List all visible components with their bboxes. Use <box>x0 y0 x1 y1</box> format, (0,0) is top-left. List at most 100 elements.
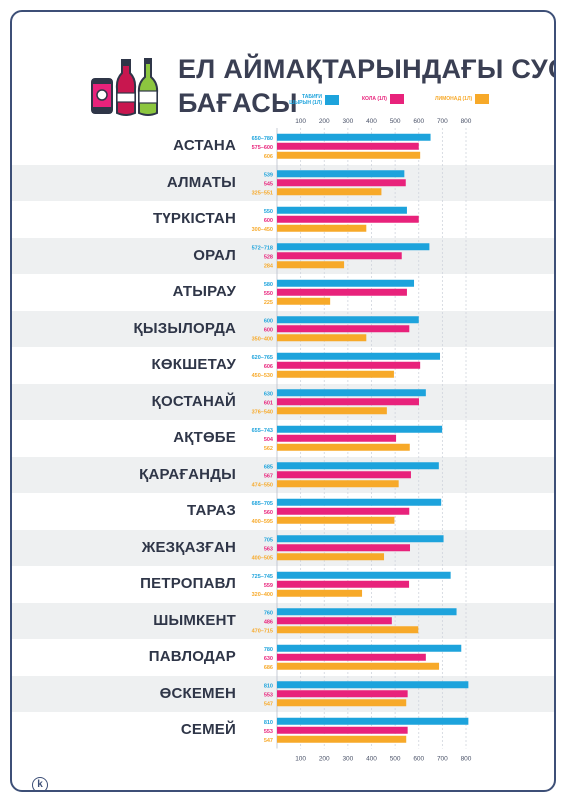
poster-frame: ЕЛ АЙМАҚТАРЫНДАҒЫ СУСЫН БАҒАСЫ ТАБИҒИ ШЫ… <box>10 10 556 792</box>
city-label: ҚОСТАНАЙ <box>151 392 236 410</box>
bar <box>277 243 430 251</box>
bar <box>277 261 345 269</box>
data-label: 547 <box>264 701 273 707</box>
kazakh-k-logo-icon: k <box>32 777 48 790</box>
data-label: 400–505 <box>252 555 273 561</box>
data-label: 562 <box>264 446 273 452</box>
data-label: 575–600 <box>252 145 273 151</box>
bar <box>277 608 457 616</box>
city-label: ТҮРКІСТАН <box>153 210 236 228</box>
city-label: КӨКШЕТАУ <box>151 356 236 374</box>
bar <box>277 735 407 743</box>
bar <box>277 617 392 625</box>
data-label: 567 <box>264 473 273 479</box>
data-label: 630 <box>264 391 273 397</box>
data-label: 545 <box>264 181 273 187</box>
data-label: 705 <box>264 537 273 543</box>
bar <box>277 407 387 415</box>
data-label: 685 <box>264 464 273 470</box>
legend-label-juice: ТАБИҒИ ШЫРЫН (1Л) <box>289 94 322 106</box>
data-label: 760 <box>264 610 273 616</box>
bar <box>277 316 419 324</box>
data-label: 547 <box>264 738 273 744</box>
tick-label-bottom: 300 <box>342 756 353 763</box>
data-label: 630 <box>264 656 273 662</box>
tick-label-top: 700 <box>437 118 448 125</box>
tick-label-bottom: 400 <box>366 756 377 763</box>
city-label: ШЫМКЕНТ <box>153 611 236 629</box>
data-label: 725–745 <box>252 574 273 580</box>
bar <box>277 699 407 707</box>
data-label: 559 <box>264 583 273 589</box>
data-label: 600 <box>264 327 273 333</box>
data-label: 600 <box>264 218 273 224</box>
tick-label-bottom: 500 <box>390 756 401 763</box>
tick-label-bottom: 700 <box>437 756 448 763</box>
data-label: 550 <box>264 291 273 297</box>
bar <box>277 151 421 159</box>
cola-bottle-icon <box>115 59 137 116</box>
tick-label-top: 200 <box>319 118 330 125</box>
bar <box>277 471 411 479</box>
bar <box>277 717 469 725</box>
city-label: АЛМАТЫ <box>166 173 236 191</box>
bar <box>277 462 439 470</box>
tick-label-top: 100 <box>295 118 306 125</box>
bar <box>277 553 385 561</box>
bar <box>277 681 469 689</box>
bar <box>277 398 419 406</box>
data-label: 350–400 <box>252 336 273 342</box>
data-label: 601 <box>264 400 273 406</box>
data-label: 560 <box>264 510 273 516</box>
bar <box>277 370 394 378</box>
tick-label-top: 400 <box>366 118 377 125</box>
bar <box>277 288 407 296</box>
data-label: 320–400 <box>252 592 273 598</box>
bar-chart: 100 100 200 200 300 300 400 400 500 500 600 600 700 7… <box>252 118 472 763</box>
bar <box>277 188 382 196</box>
data-label: 450–530 <box>252 373 273 379</box>
data-label: 504 <box>264 437 274 443</box>
data-label: 685–705 <box>252 501 273 507</box>
city-label: ТАРАЗ <box>187 502 236 520</box>
bar <box>277 516 395 524</box>
drinks-logo <box>91 58 159 116</box>
data-label: 600 <box>264 318 273 324</box>
data-label: 563 <box>264 546 273 552</box>
tick-label-bottom: 600 <box>413 756 424 763</box>
bar <box>277 215 419 223</box>
data-label: 686 <box>264 665 273 671</box>
bar <box>277 580 410 588</box>
data-label: 620–765 <box>252 355 273 361</box>
soda-can-icon <box>91 78 113 114</box>
city-label: ҚЫЗЫЛОРДА <box>133 319 236 337</box>
bar <box>277 389 426 397</box>
bar <box>277 133 431 141</box>
data-label: 474–550 <box>252 482 273 488</box>
data-label: 655–743 <box>252 428 273 434</box>
bar <box>277 206 407 214</box>
bar <box>277 361 421 369</box>
data-label: 376–540 <box>252 409 273 415</box>
bar <box>277 726 408 734</box>
bar <box>277 170 405 178</box>
data-label: 553 <box>264 729 273 735</box>
legend-swatch-cola <box>389 94 404 104</box>
data-label: 400–595 <box>252 519 273 525</box>
bar <box>277 224 367 232</box>
bar <box>277 653 426 661</box>
bar <box>277 279 415 287</box>
legend-swatch-lemonade <box>475 94 490 104</box>
bar <box>277 662 440 670</box>
tick-label-bottom: 200 <box>319 756 330 763</box>
data-label: 539 <box>264 172 273 178</box>
data-label: 580 <box>264 282 273 288</box>
bar <box>277 690 408 698</box>
city-label: ОРАЛ <box>193 246 236 264</box>
bar <box>277 498 442 506</box>
data-label: 486 <box>264 619 273 625</box>
bar <box>277 544 411 552</box>
bar <box>277 644 462 652</box>
bar <box>277 425 443 433</box>
data-label: 528 <box>264 254 273 260</box>
